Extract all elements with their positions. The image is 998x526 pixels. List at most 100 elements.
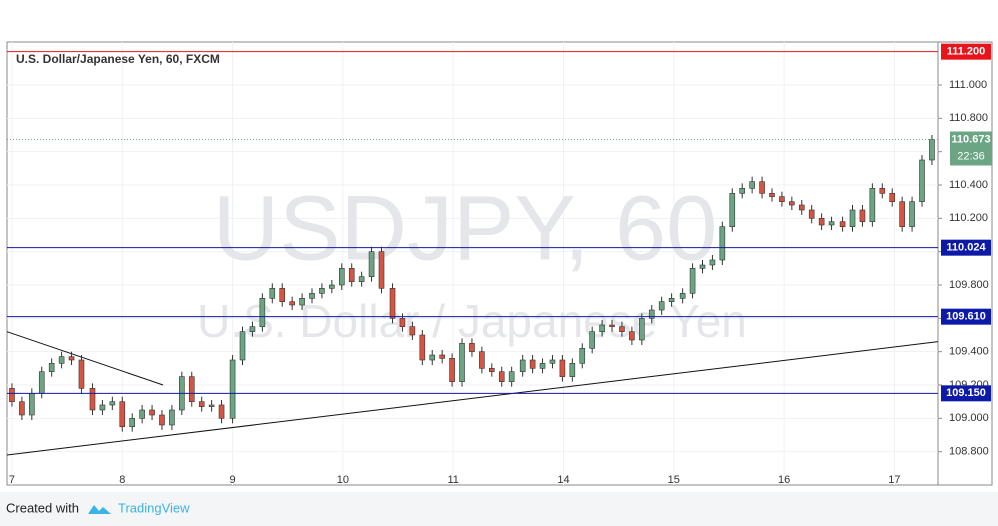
y-tick-label: 109.800 [949,279,989,291]
candle-body [239,331,246,361]
candle-body [149,409,155,416]
candle-body [889,193,896,202]
candle-body [9,388,15,402]
candle-body [919,159,925,202]
candle-body [58,356,65,364]
watermark: USDJPY, 60 [213,177,718,279]
last-price-tag [950,131,992,166]
candle-body [489,368,495,372]
candle-body [749,181,755,189]
candle-body [338,268,345,286]
y-tick-label: 111.000 [949,79,987,91]
candle-body [139,409,145,419]
candle-body [859,209,866,222]
candle-body [569,363,576,377]
candle-body [729,193,736,227]
candle-body [529,359,536,369]
candle-body [798,204,805,211]
candle-body [709,259,716,266]
candle-body [299,298,305,306]
level-tag [941,239,991,256]
candle-body [218,404,225,419]
candle-body [449,358,455,382]
candle-body [929,139,935,161]
candle-body [739,188,746,194]
candle-body [198,401,205,407]
candle-body [368,251,375,277]
candle-body [909,201,915,227]
candle-body [348,268,355,282]
candle-body [658,301,665,311]
chart-title: U.S. Dollar/Japanese Yen, 60, FXCM [16,52,220,66]
candle-body [48,363,55,372]
footer-bar [0,492,998,526]
candle-body [208,404,215,407]
candle-body [259,298,266,327]
candle-body [38,371,45,394]
level-label: 109.150 [946,387,986,399]
candle-body [619,326,625,332]
candle-body [779,196,785,202]
candle-body [279,288,286,302]
candle-body [519,359,526,372]
candle-body [648,309,655,319]
candle-body [879,188,886,194]
candle-body [869,188,876,222]
candle-body [719,226,726,261]
candle-body [169,409,175,426]
candle-body [699,264,706,269]
candle-body [818,218,825,226]
frame [6,41,993,486]
candle-body [599,324,605,332]
y-tick-label: 110.800 [949,112,988,124]
y-tick-label: 110.200 [949,212,988,224]
axis-layer: 108.800109.000109.200109.400109.600109.8… [9,43,992,486]
candle-body [99,404,106,411]
level-label: 111.200 [947,46,986,58]
candle-body [309,293,315,299]
candle-body [609,324,615,327]
candle-body [249,326,256,332]
candle-body [159,414,165,426]
candle-body [469,343,475,352]
footer-brand[interactable]: TradingView [118,500,190,515]
candle-body [679,293,686,299]
candle-body [759,181,765,194]
y-tick-label: 108.800 [949,446,989,458]
candle-body [559,359,566,377]
candle-body [409,326,416,336]
x-tick-label: 11 [447,474,458,486]
candle-body [119,401,126,427]
x-tick-label: 9 [230,474,236,486]
x-tick-label: 15 [668,474,680,486]
brand-logo [88,505,111,514]
candle-body [399,318,406,327]
x-tick-label: 16 [778,474,790,486]
trend-line [6,331,164,386]
grid-layer [7,42,938,485]
candle-body [19,401,25,416]
candle-body [479,351,485,369]
candle-body [439,354,445,359]
level-label: 109.610 [946,311,986,323]
x-tick-label: 14 [557,474,569,486]
candle-body [498,371,505,382]
candle-body [549,359,556,364]
candle-body [828,221,835,226]
candle-body [358,276,365,282]
candle-body [539,363,546,369]
candle-body [899,201,905,227]
candle-body [668,298,675,302]
candle-body [129,418,135,427]
level-label: 110.024 [946,242,986,254]
candle-body [68,356,75,361]
candle-body [808,209,815,219]
candle-body [769,193,775,197]
candle-body [459,343,465,382]
footer-prefix: Created with [6,500,79,515]
candle-body [419,334,426,361]
candle-body [689,268,696,294]
countdown: 22:36 [957,150,985,162]
